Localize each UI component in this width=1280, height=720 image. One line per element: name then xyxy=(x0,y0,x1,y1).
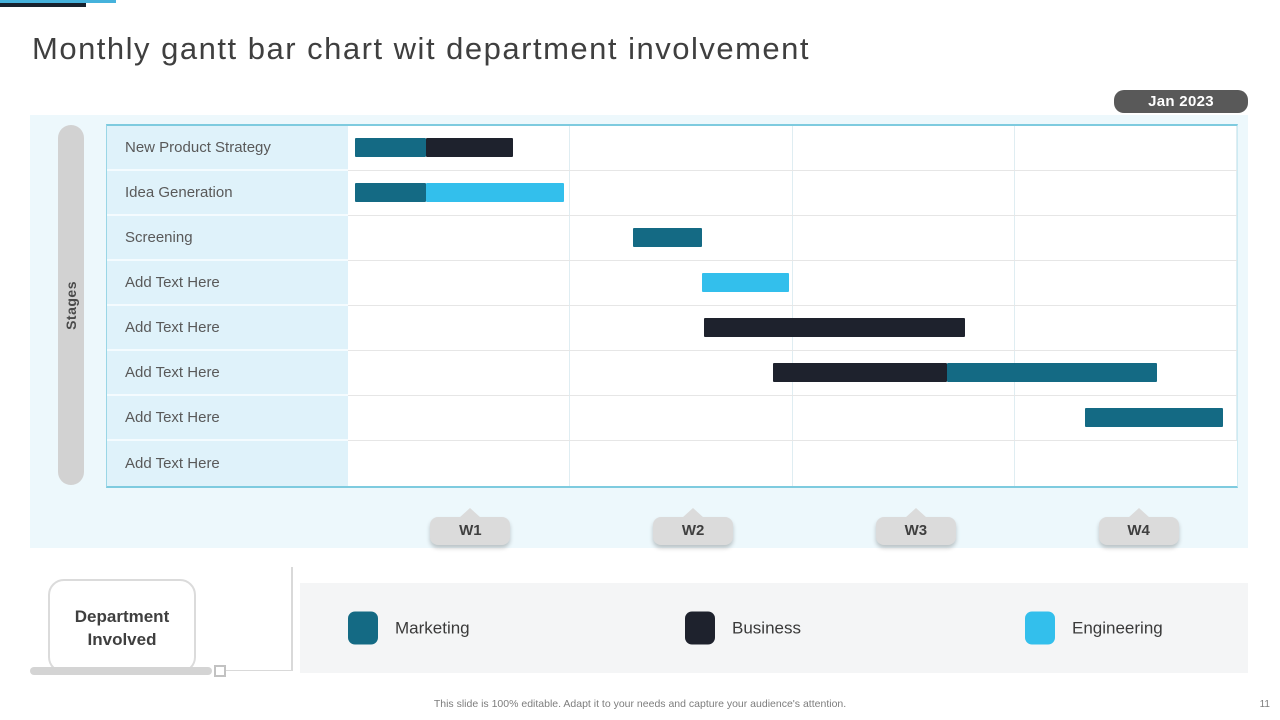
gantt-bar-marketing[interactable] xyxy=(354,137,426,157)
gantt-row: Screening xyxy=(107,216,1237,261)
gantt-bar-marketing[interactable] xyxy=(354,182,426,202)
task-label: Add Text Here xyxy=(107,261,348,306)
task-label: Screening xyxy=(107,216,348,261)
task-label: New Product Strategy xyxy=(107,126,348,171)
week-cell xyxy=(570,351,793,395)
week-cell xyxy=(1015,351,1237,395)
week-cell xyxy=(348,261,571,305)
week-cell xyxy=(348,306,571,350)
week-cell xyxy=(570,171,793,215)
gantt-bar-business[interactable] xyxy=(704,317,965,337)
task-label: Idea Generation xyxy=(107,171,348,216)
connector-line-vertical xyxy=(291,567,293,671)
slider-track[interactable] xyxy=(30,667,212,675)
task-label: Add Text Here xyxy=(107,351,348,396)
decorative-line-blue xyxy=(0,0,116,3)
gantt-row: Add Text Here xyxy=(107,441,1237,486)
gantt-bar-marketing[interactable] xyxy=(1085,407,1224,427)
stages-axis-label: Stages xyxy=(58,125,84,485)
stages-axis-text: Stages xyxy=(63,280,79,330)
week-cell xyxy=(570,216,793,260)
week-cell xyxy=(793,396,1015,440)
gantt-bar-business[interactable] xyxy=(773,362,948,382)
week-badge-w4: W4 xyxy=(1098,508,1179,545)
gantt-row-cells xyxy=(348,261,1237,306)
legend-panel: Marketing Business Engineering xyxy=(300,583,1248,673)
decorative-line-navy xyxy=(0,3,86,7)
task-label: Add Text Here xyxy=(107,441,348,486)
week-badge-w3: W3 xyxy=(875,508,956,545)
week-cell xyxy=(1015,261,1237,305)
legend-swatch-marketing xyxy=(348,611,378,645)
week-cell xyxy=(570,261,793,305)
week-cell xyxy=(1015,126,1237,170)
week-badge-w2: W2 xyxy=(653,508,734,545)
week-cell xyxy=(793,261,1015,305)
gantt-row-cells xyxy=(348,351,1237,396)
gantt-table: New Product Strategy Idea Generation Scree… xyxy=(106,124,1238,488)
gantt-bar-business[interactable] xyxy=(425,137,513,157)
legend-item-engineering: Engineering xyxy=(1025,611,1163,645)
task-label: Add Text Here xyxy=(107,306,348,351)
week-cell xyxy=(793,126,1015,170)
week-cell xyxy=(348,216,571,260)
page-title: Monthly gantt bar chart wit department i… xyxy=(32,31,811,66)
week-cell xyxy=(348,126,571,170)
gantt-bar-marketing[interactable] xyxy=(633,227,703,247)
week-cell xyxy=(793,306,1015,350)
footer-note: This slide is 100% editable. Adapt it to… xyxy=(433,698,847,710)
gantt-chart-panel: Stages New Product Strategy Idea Generati… xyxy=(30,115,1248,548)
gantt-row: Add Text Here xyxy=(107,351,1237,396)
gantt-row: Add Text Here xyxy=(107,396,1237,441)
date-badge[interactable]: Jan 2023 xyxy=(1114,90,1248,113)
week-cell xyxy=(348,351,571,395)
week-badge-w1: W1 xyxy=(430,508,511,545)
gantt-row: Add Text Here xyxy=(107,261,1237,306)
legend-swatch-engineering xyxy=(1025,611,1055,645)
week-axis: W1 W2 W3 W4 xyxy=(347,502,1238,548)
gantt-row: Idea Generation xyxy=(107,171,1237,216)
week-cell xyxy=(1015,396,1237,440)
week-cell xyxy=(570,441,793,486)
gantt-row: New Product Strategy xyxy=(107,126,1237,171)
connector-line-horizontal xyxy=(226,670,292,671)
week-cell xyxy=(793,441,1015,486)
legend-swatch-business xyxy=(685,611,715,645)
legend-item-marketing: Marketing xyxy=(348,611,470,645)
page-number: 11 xyxy=(1259,699,1270,710)
week-cell xyxy=(348,441,571,486)
gantt-row-cells xyxy=(348,396,1237,441)
legend-label: Marketing xyxy=(395,618,470,637)
week-cell xyxy=(793,171,1015,215)
gantt-row-cells xyxy=(348,216,1237,261)
week-cell xyxy=(348,171,571,215)
legend-title-box: Department Involved xyxy=(48,579,196,673)
legend-title: Department Involved xyxy=(74,607,170,649)
gantt-bar-marketing[interactable] xyxy=(947,362,1157,382)
week-cell xyxy=(793,216,1015,260)
legend-label: Business xyxy=(732,618,801,637)
legend-label: Engineering xyxy=(1072,618,1163,637)
gantt-row: Add Text Here xyxy=(107,306,1237,351)
week-cell xyxy=(570,396,793,440)
week-cell xyxy=(570,126,793,170)
gantt-bar-engineering[interactable] xyxy=(702,272,790,292)
week-cell xyxy=(1015,216,1237,260)
gantt-row-cells xyxy=(348,171,1237,216)
week-cell xyxy=(348,396,571,440)
gantt-row-cells xyxy=(348,441,1237,486)
slider-handle[interactable] xyxy=(214,665,226,677)
legend-item-business: Business xyxy=(685,611,801,645)
week-cell xyxy=(1015,441,1237,486)
gantt-row-cells xyxy=(348,126,1237,171)
week-cell xyxy=(1015,171,1237,215)
task-label: Add Text Here xyxy=(107,396,348,441)
gantt-row-cells xyxy=(348,306,1237,351)
week-cell xyxy=(1015,306,1237,350)
gantt-bar-engineering[interactable] xyxy=(425,182,565,202)
